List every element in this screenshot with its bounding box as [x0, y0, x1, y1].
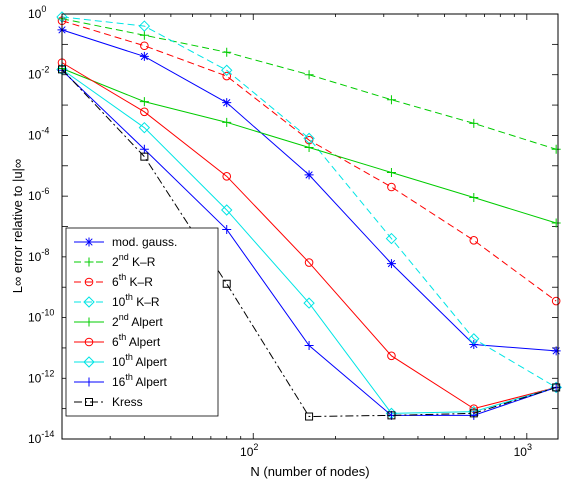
legend-marker-kr6	[84, 277, 94, 287]
legend-label-kress: Kress	[112, 395, 143, 409]
x-axis-label: N (number of nodes)	[250, 464, 369, 479]
data-point-mod-gauss	[222, 98, 232, 108]
data-point-alpert10	[221, 204, 233, 216]
data-point-kr2	[386, 95, 396, 105]
legend-marker-kress	[85, 398, 93, 406]
series-line-kr10	[61, 16, 557, 388]
tick-labels: 102 103 100 10-2 10-4 10-6 10-8 10-10 10-12 10-14	[28, 4, 532, 459]
data-point-kr10	[385, 232, 398, 245]
data-point-kr10	[138, 20, 151, 32]
y-axis-label: L∞ error relative to |u|∞	[10, 159, 25, 293]
data-point-alpert2	[139, 97, 149, 107]
x-tick-label: 103	[514, 442, 532, 459]
legend-label-alpert16: 16th Alpert	[112, 372, 168, 389]
legend-marker-alpert16	[84, 377, 94, 387]
data-point-alpert2	[386, 168, 396, 178]
data-point-kr6	[222, 71, 232, 81]
series-line-kress	[61, 69, 557, 418]
data-point-alpert2	[304, 143, 314, 153]
y-tick-label: 10-10	[28, 308, 54, 325]
data-point-kr2	[139, 30, 149, 40]
data-point-alpert6	[387, 351, 396, 361]
data-point-kress	[140, 152, 149, 161]
legend: mod. gauss. 2nd K–R 6th K–R 10th K–R 2nd Alp…	[65, 227, 219, 417]
legend-marker-alpert10	[83, 356, 95, 368]
data-point-alpert16	[304, 341, 314, 351]
data-point-kr6	[387, 182, 396, 192]
data-point-kr2	[222, 47, 232, 57]
data-point-kress	[305, 412, 314, 421]
data-point-alpert16	[222, 224, 232, 234]
series-line-alpert6	[61, 62, 557, 410]
data-point-kr2	[304, 70, 314, 80]
series-line-kr6	[61, 20, 557, 302]
y-tick-label: 10-12	[28, 368, 54, 385]
series-alpert2	[57, 64, 561, 228]
series-kr2	[57, 14, 561, 154]
legend-marker-alpert2	[84, 317, 94, 327]
legend-marker-kr10	[83, 296, 95, 308]
legend-label-kr2: 2nd K–R	[112, 252, 156, 269]
data-point-kress	[222, 279, 231, 288]
data-point-mod-gauss	[551, 346, 561, 356]
data-point-alpert6	[222, 172, 232, 181]
data-point-alpert2	[469, 193, 479, 203]
y-tick-label: 10-6	[28, 186, 49, 203]
y-tick-label: 100	[28, 4, 46, 21]
legend-label-kr10: 10th K–R	[112, 292, 160, 309]
x-tick-label: 102	[240, 442, 258, 459]
legend-label-kr6: 6th K–R	[112, 272, 153, 289]
data-point-kr6	[469, 236, 479, 245]
data-point-alpert2	[551, 218, 561, 228]
data-point-alpert16	[139, 144, 149, 154]
data-point-alpert6	[304, 258, 314, 267]
data-point-alpert10	[303, 297, 315, 309]
data-point-alpert6	[140, 107, 149, 117]
data-point-kress	[552, 383, 561, 392]
y-tick-label: 10-2	[28, 65, 49, 82]
data-point-mod-gauss	[139, 51, 149, 61]
y-tick-label: 10-4	[28, 125, 49, 142]
plot-frame	[61, 13, 559, 440]
y-tick-label: 10-8	[28, 247, 49, 264]
legend-label-alpert2: 2nd Alpert	[112, 312, 163, 329]
data-point-mod-gauss	[304, 170, 314, 180]
data-point-kr10	[221, 64, 233, 76]
data-point-kr2	[551, 144, 561, 154]
legend-marker-kr2	[84, 257, 94, 267]
legend-marker-mod-gauss	[84, 237, 94, 247]
legend-marker-alpert6	[84, 337, 94, 347]
legend-label-alpert10: 10th Alpert	[112, 352, 168, 369]
y-tick-label: 10-14	[28, 429, 54, 446]
data-point-kr10	[468, 333, 480, 345]
data-point-alpert10	[138, 121, 151, 134]
data-point-kress	[387, 411, 396, 420]
data-point-kr2	[469, 118, 479, 128]
data-point-mod-gauss	[386, 259, 396, 269]
data-point-kress	[469, 409, 478, 418]
series-kress	[58, 65, 561, 421]
legend-label-alpert6: 6th Alpert	[112, 332, 161, 349]
data-point-kr6	[140, 41, 149, 51]
data-point-kr6	[551, 296, 561, 306]
series-alpert6	[57, 58, 561, 413]
data-point-alpert2	[222, 117, 232, 127]
legend-label-mod-gauss: mod. gauss.	[112, 235, 177, 249]
